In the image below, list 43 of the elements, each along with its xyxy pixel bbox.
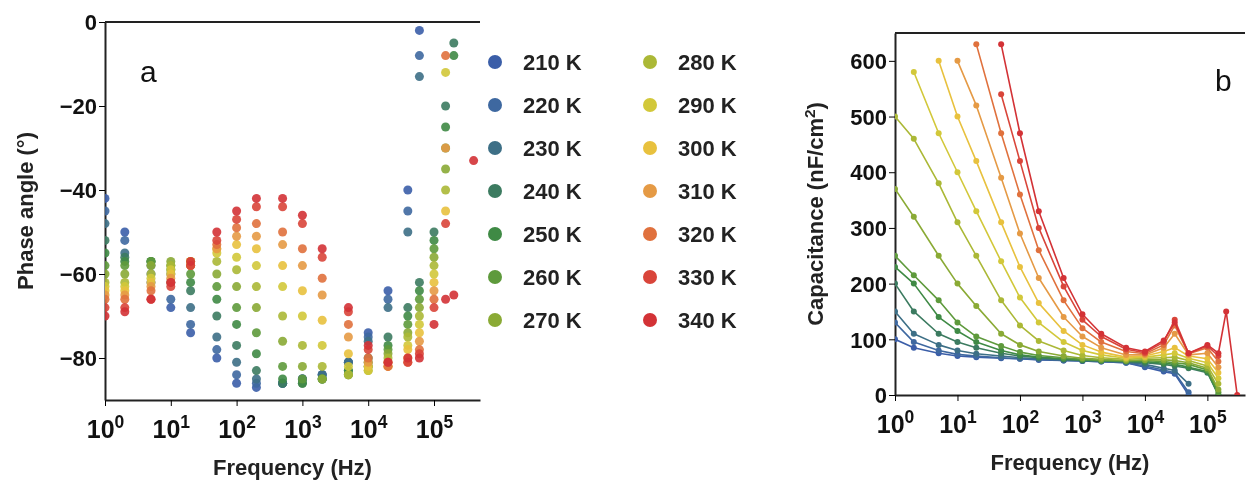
y-tick-label: 500: [850, 104, 887, 130]
x-axis-title: Frequency (Hz): [213, 455, 372, 480]
legend-label: 250 K: [523, 221, 582, 247]
y-tick-label: 0: [874, 383, 887, 409]
legend-label: 230 K: [523, 135, 582, 161]
legend-label: 280 K: [678, 49, 737, 75]
y-tick-label: 300: [850, 216, 887, 242]
legend-label: 260 K: [523, 264, 582, 290]
x-tick-label: 10$^{3}$: [1064, 407, 1102, 438]
y-tick-label: 0: [84, 10, 97, 36]
y-tick-label: −40: [59, 178, 97, 204]
legend-label: 240 K: [523, 178, 582, 204]
y-tick-label: −80: [59, 346, 97, 372]
x-tick-label: 10$^{3}$: [284, 412, 322, 443]
x-tick-label: 10$^{4}$: [349, 412, 388, 443]
y-tick-label: 400: [850, 160, 887, 186]
annotation: b: [1215, 64, 1232, 97]
legend-label: 310 K: [678, 178, 737, 204]
legend-label: 220 K: [523, 92, 582, 118]
legend-label: 330 K: [678, 264, 737, 290]
legend-label: 320 K: [678, 221, 737, 247]
legend-label: 340 K: [678, 307, 737, 333]
y-tick-label: 600: [850, 49, 887, 75]
x-tick-label: 10$^{1}$: [939, 407, 978, 438]
legend-label: 300 K: [678, 135, 737, 161]
x-tick-label: 10$^{1}$: [152, 412, 191, 443]
y-tick-label: 100: [850, 327, 887, 353]
x-axis-title: Frequency (Hz): [990, 450, 1150, 475]
legend-label: 270 K: [523, 307, 582, 333]
x-tick-label: 10$^{5}$: [415, 412, 454, 443]
y-tick-label: −20: [59, 94, 97, 120]
legend-label: 210 K: [523, 49, 582, 75]
annotation: a: [140, 55, 157, 88]
x-tick-label: 10$^{2}$: [218, 412, 257, 443]
x-tick-label: 10$^{2}$: [1001, 407, 1040, 438]
y-tick-label: 200: [850, 271, 887, 297]
x-tick-label: 10$^{0}$: [86, 412, 125, 443]
y-tick-label: −60: [59, 262, 97, 288]
x-tick-label: 10$^{4}$: [1126, 407, 1165, 438]
legend-label: 290 K: [678, 92, 737, 118]
x-tick-label: 10$^{0}$: [876, 407, 915, 438]
x-tick-label: 10$^{5}$: [1189, 407, 1227, 438]
y-axis-title: Phase angle (°): [13, 132, 38, 290]
